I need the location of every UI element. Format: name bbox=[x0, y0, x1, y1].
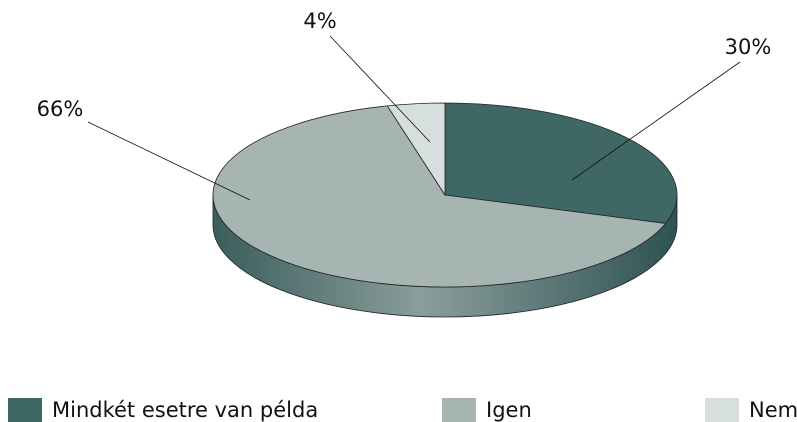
pie-slice bbox=[212, 105, 667, 288]
legend-label: Mindkét esetre van példa bbox=[52, 398, 318, 422]
legend-label: Igen bbox=[486, 398, 532, 422]
leader-line bbox=[571, 61, 741, 181]
data-label: 4% bbox=[303, 9, 336, 33]
data-label: 30% bbox=[725, 35, 772, 59]
leader-line bbox=[87, 121, 251, 201]
legend-label: Nem bbox=[749, 398, 797, 422]
leader-line bbox=[329, 35, 431, 143]
legend-swatch bbox=[442, 398, 476, 422]
data-label: 66% bbox=[37, 97, 84, 121]
pie-slice bbox=[386, 102, 446, 197]
legend-swatch bbox=[8, 398, 42, 422]
pie-slice bbox=[444, 102, 678, 224]
legend-swatch bbox=[705, 398, 739, 422]
